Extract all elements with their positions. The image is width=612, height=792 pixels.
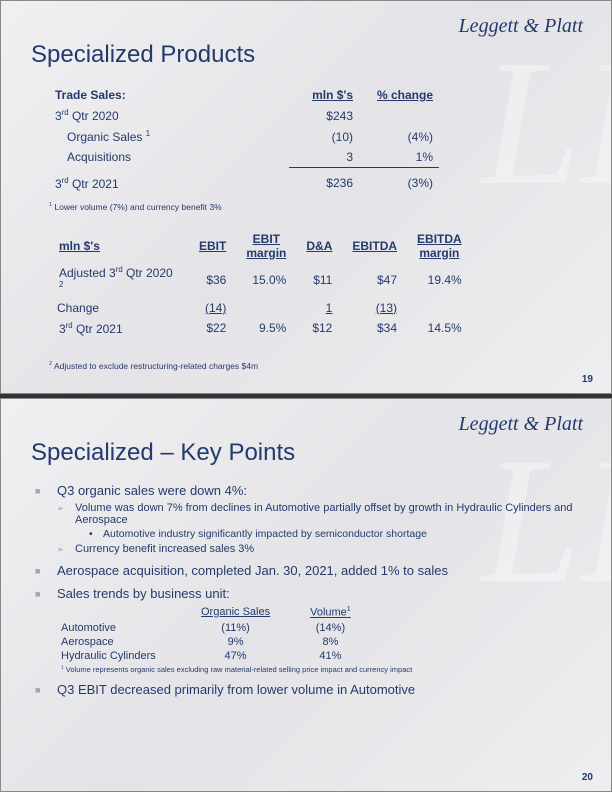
trade-row-label: 3rd Qtr 2020 (49, 105, 289, 126)
ebit-table: mln $'s EBIT EBITmargin D&A EBITDA EBITD… (49, 230, 472, 339)
slide-key-points: LP Leggett & Platt Specialized – Key Poi… (0, 398, 612, 792)
ebit-row-label: 3rd Qtr 2021 (49, 318, 189, 339)
bu-cell: (11%) (181, 621, 290, 635)
brand-logo: Leggett & Platt (459, 413, 583, 436)
trade-row-val: $243 (289, 105, 359, 126)
kp-sub: Volume was down 7% from declines in Auto… (57, 502, 581, 540)
bu-label: Aerospace (61, 635, 181, 649)
ebit-h5: EBITDAmargin (407, 230, 472, 262)
ebit-cell (407, 298, 472, 318)
bu-label: Hydraulic Cylinders (61, 649, 181, 663)
bu-cell: 41% (290, 649, 371, 663)
trade-row-label: Acquisitions (49, 147, 289, 168)
ebit-cell: 1 (296, 298, 342, 318)
kp-item: Aerospace acquisition, completed Jan. 30… (35, 563, 581, 578)
slide-title: Specialized – Key Points (31, 439, 581, 467)
kp-item: Sales trends by business unit: Organic S… (35, 586, 581, 674)
bu-cell: 8% (290, 635, 371, 649)
bu-footnote: 1 Volume represents organic sales exclud… (61, 665, 581, 674)
bu-h2: Volume1 (290, 603, 371, 621)
trade-header-label: Trade Sales: (49, 85, 289, 105)
bu-cell: 9% (181, 635, 290, 649)
ebit-cell: 19.4% (407, 262, 472, 298)
ebit-h4: EBITDA (342, 230, 407, 262)
trade-row-val: 3 (289, 147, 359, 168)
bu-label: Automotive (61, 621, 181, 635)
bu-cell: (14%) (290, 621, 371, 635)
trade-total-label: 3rd Qtr 2021 (49, 168, 289, 194)
ebit-h3: D&A (296, 230, 342, 262)
col-header-change: % change (359, 85, 439, 105)
trade-row-pct: 1% (359, 147, 439, 168)
ebit-cell: (13) (342, 298, 407, 318)
watermark: LP (481, 51, 612, 195)
ebit-cell: 9.5% (236, 318, 296, 339)
ebit-row-label: Adjusted 3rd Qtr 2020 2 (49, 262, 189, 298)
kp-item: Q3 organic sales were down 4%: Volume wa… (35, 483, 581, 555)
trade-row-pct: (4%) (359, 126, 439, 147)
ebit-cell: $22 (189, 318, 236, 339)
ebit-cell: $12 (296, 318, 342, 339)
kp-subsub: Automotive industry significantly impact… (75, 528, 581, 540)
ebit-row-label: Change (49, 298, 189, 318)
ebit-h1: EBIT (189, 230, 236, 262)
ebit-h0: mln $'s (49, 230, 189, 262)
key-points-list: Q3 organic sales were down 4%: Volume wa… (35, 483, 581, 697)
bu-cell: 47% (181, 649, 290, 663)
trade-total-val: $236 (289, 168, 359, 194)
bu-h0 (61, 603, 181, 621)
col-header-mln: mln $'s (289, 85, 359, 105)
ebit-cell: 15.0% (236, 262, 296, 298)
trade-row-pct (359, 105, 439, 126)
ebit-h2: EBITmargin (236, 230, 296, 262)
ebit-cell: $36 (189, 262, 236, 298)
ebit-cell: $11 (296, 262, 342, 298)
brand-logo: Leggett & Platt (459, 15, 583, 38)
slide-title: Specialized Products (31, 41, 581, 69)
ebit-cell: (14) (189, 298, 236, 318)
kp-item: Q3 EBIT decreased primarily from lower v… (35, 682, 581, 697)
ebit-cell: $34 (342, 318, 407, 339)
footnote-2: 2 Adjusted to exclude restructuring-rela… (49, 361, 581, 371)
ebit-cell: $47 (342, 262, 407, 298)
kp-sub-text: Volume was down 7% from declines in Auto… (75, 502, 572, 526)
business-unit-table: Organic Sales Volume1 Automotive (11%) (… (61, 603, 371, 663)
trade-row-val: (10) (289, 126, 359, 147)
trade-total-pct: (3%) (359, 168, 439, 194)
bu-h1: Organic Sales (181, 603, 290, 621)
trade-row-label: Organic Sales 1 (49, 126, 289, 147)
ebit-cell (236, 298, 296, 318)
ebit-cell: 14.5% (407, 318, 472, 339)
trade-sales-table: Trade Sales: mln $'s % change 3rd Qtr 20… (49, 85, 439, 194)
page-number: 19 (582, 374, 593, 385)
slide-specialized-products: LP Leggett & Platt Specialized Products … (0, 0, 612, 394)
page-number: 20 (582, 772, 593, 783)
kp-sub: Currency benefit increased sales 3% (57, 543, 581, 555)
kp-text: Sales trends by business unit: (57, 586, 230, 601)
footnote-1: 1 Lower volume (7%) and currency benefit… (49, 202, 581, 212)
kp-text: Q3 organic sales were down 4%: (57, 483, 247, 498)
